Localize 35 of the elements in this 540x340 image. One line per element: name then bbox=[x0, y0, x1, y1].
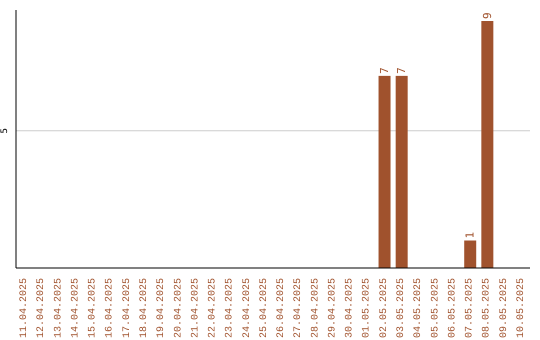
x-tick-label: 08.05.2025 bbox=[482, 278, 493, 338]
x-tick-label: 24.04.2025 bbox=[242, 278, 253, 338]
x-tick-label: 17.04.2025 bbox=[122, 278, 133, 338]
x-tick-label: 21.04.2025 bbox=[190, 278, 202, 338]
data-label: 1 bbox=[464, 232, 477, 239]
x-tick-label: 05.05.2025 bbox=[430, 278, 442, 338]
x-tick-label: 26.04.2025 bbox=[276, 278, 288, 338]
x-tick-label: 13.04.2025 bbox=[53, 278, 64, 338]
data-label: 7 bbox=[395, 67, 408, 74]
x-tick-label: 20.04.2025 bbox=[173, 278, 184, 338]
x-tick-label: 03.05.2025 bbox=[396, 278, 407, 338]
x-tick-label: 14.04.2025 bbox=[70, 278, 82, 338]
x-tick-label: 29.04.2025 bbox=[327, 278, 338, 338]
x-tick-label: 25.04.2025 bbox=[258, 278, 270, 338]
x-tick-label: 10.05.2025 bbox=[516, 278, 527, 338]
x-tick-label: 15.04.2025 bbox=[88, 278, 99, 338]
x-tick-label: 23.04.2025 bbox=[224, 278, 236, 338]
x-tick-label: 22.04.2025 bbox=[208, 278, 219, 338]
x-tick-label: 16.04.2025 bbox=[104, 278, 116, 338]
data-label: 9 bbox=[480, 12, 494, 19]
y-tick-label: 5 bbox=[0, 128, 10, 134]
x-tick-label: 11.04.2025 bbox=[19, 278, 30, 338]
x-tick-label: 19.04.2025 bbox=[156, 278, 168, 338]
x-tick-label: 07.05.2025 bbox=[464, 278, 476, 338]
x-tick-label: 18.04.2025 bbox=[139, 278, 150, 338]
x-tick-label: 28.04.2025 bbox=[310, 278, 322, 338]
x-tick-label: 01.05.2025 bbox=[362, 278, 373, 338]
data-label: 7 bbox=[378, 67, 392, 74]
x-tick-label: 30.04.2025 bbox=[344, 278, 356, 338]
x-tick-label: 02.05.2025 bbox=[378, 278, 390, 338]
x-tick-label: 06.05.2025 bbox=[447, 278, 458, 338]
x-tick-label: 04.05.2025 bbox=[413, 278, 424, 338]
x-tick-label: 27.04.2025 bbox=[293, 278, 304, 338]
x-tick-label: 12.04.2025 bbox=[36, 278, 48, 338]
x-tick-label: 09.05.2025 bbox=[498, 278, 510, 338]
